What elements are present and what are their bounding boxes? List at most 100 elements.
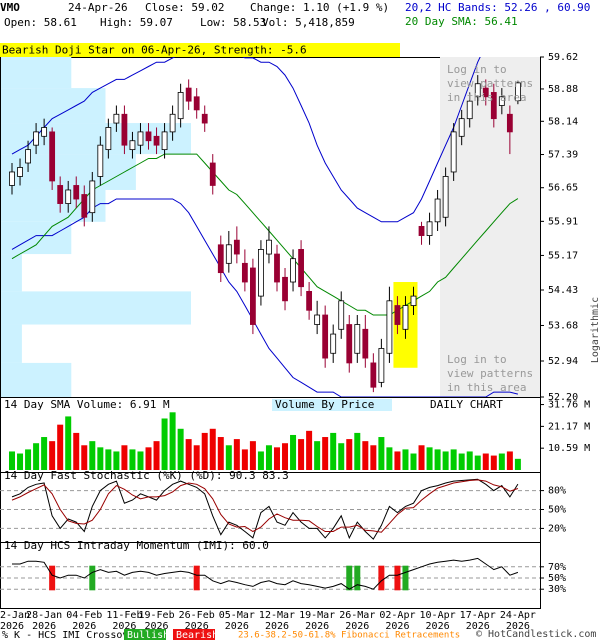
crossover-signal [49, 565, 56, 591]
volume-bar [177, 428, 184, 470]
x-tick-year: 2026 [385, 621, 409, 632]
candle-body [330, 333, 337, 354]
candle-body [514, 82, 521, 102]
crossover-signal [394, 565, 401, 591]
x-tick-label: 02-Apr [379, 610, 415, 621]
x-tick-label: 04-Feb [66, 610, 102, 621]
candle-body [65, 189, 72, 204]
volume-bar [273, 447, 280, 470]
volume-bar [33, 443, 40, 470]
candle-body [402, 305, 409, 330]
x-tick-year: 2026 [0, 621, 24, 632]
candle-body [322, 314, 329, 359]
candle-body [233, 239, 240, 255]
volume-bar [73, 432, 80, 470]
volume-bar [298, 439, 305, 470]
x-tick-label: 26-Feb [179, 610, 215, 621]
candle-body [161, 131, 168, 151]
volume-bar [402, 449, 409, 470]
x-tick-year: 2026 [32, 621, 56, 632]
change: Change: 1.10 (+1.9 %) [250, 1, 389, 14]
series-line [12, 557, 519, 590]
imi-title: 14 Day HCS Intraday Momentum (IMI): 60.0 [4, 539, 269, 552]
volume-bar [209, 428, 216, 470]
volume-bar [330, 432, 337, 470]
open: Open: 58.61 [4, 16, 77, 29]
y-tick-label: 55.91 [548, 216, 578, 227]
volume-bar [97, 447, 104, 470]
x-tick-label: 22-Jan [0, 610, 30, 621]
candle-body [346, 324, 353, 364]
candle-body [121, 113, 128, 146]
candle-body [282, 276, 288, 302]
volume-bar [506, 451, 513, 470]
bearish-label: Bearish [176, 630, 218, 640]
y-tick-label: 70% [548, 562, 566, 573]
copyright: © HotCandlestick.com [476, 629, 596, 640]
crossover-signal [354, 565, 361, 591]
candle-body [314, 314, 321, 325]
candle-body [274, 253, 280, 283]
volume-bar [9, 451, 15, 470]
volume-by-price-bar [1, 362, 72, 397]
vbp-label-box [272, 399, 392, 411]
candle-body [113, 113, 120, 124]
volume-bar [57, 424, 64, 470]
candle-body [434, 198, 441, 223]
volume-bar [257, 451, 264, 470]
candle-body [370, 362, 377, 388]
low: Low: 58.53 [200, 16, 266, 29]
volume-bar [49, 441, 56, 470]
y-tick-label: 31.76 M [548, 400, 590, 411]
candle-body [41, 127, 48, 137]
volume-by-price-bar [1, 254, 22, 292]
x-tick-label: 05-Mar [219, 610, 255, 621]
candle-body [354, 324, 361, 354]
candle-body [506, 113, 513, 133]
candle-body [458, 118, 465, 137]
y-tick-label: 57.39 [548, 150, 578, 161]
price-plot [1, 57, 540, 397]
crossover-label: % K - HCS IMI Crossover, [2, 630, 147, 640]
volume-bar [105, 449, 112, 470]
candle-body [442, 176, 449, 218]
candle-body [49, 131, 56, 182]
volume-bar [306, 430, 313, 470]
candle-body [249, 267, 256, 325]
candle-body [410, 295, 417, 306]
high: High: 59.07 [100, 16, 173, 29]
y-tick-label: 52.20 [548, 392, 578, 403]
volume-by-price-bar [1, 324, 22, 363]
candle-body [89, 180, 96, 214]
candle-body [177, 92, 184, 120]
x-tick-year: 2026 [265, 621, 289, 632]
candle-body [474, 83, 481, 98]
volume-bar [362, 441, 369, 470]
volume-bar [65, 416, 72, 470]
bearish-box [173, 629, 215, 640]
candle-body [298, 249, 304, 288]
volume-bar [41, 437, 48, 470]
x-tick-label: 28-Jan [26, 610, 62, 621]
candle-body [129, 140, 136, 151]
volume-bar [442, 451, 449, 470]
crossover-signal [346, 565, 353, 591]
locked-area-text: Log in to [447, 63, 507, 76]
series-line [11, 153, 519, 316]
series-line [11, 479, 519, 533]
candle-body [378, 348, 385, 383]
panel-frame [0, 542, 541, 609]
volume-bar [193, 445, 200, 470]
candle-body [153, 135, 160, 146]
volume-title: 14 Day SMA Volume: 6.91 M [4, 398, 170, 411]
locked-area-text: in this area [447, 91, 526, 104]
volume-by-price-bar [1, 291, 191, 325]
y-tick-label: 58.88 [548, 84, 578, 95]
x-tick-year: 2026 [506, 621, 530, 632]
candle-body [338, 300, 345, 330]
volume-bar [25, 449, 32, 470]
x-tick-year: 2026 [144, 621, 168, 632]
volume-bar [346, 439, 353, 470]
x-tick-label: 19-Mar [299, 610, 335, 621]
